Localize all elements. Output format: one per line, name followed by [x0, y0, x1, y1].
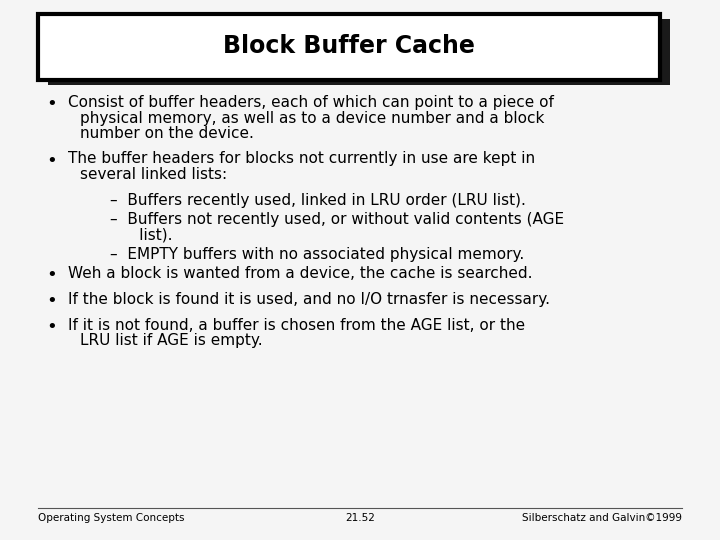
Bar: [48, 19, 670, 85]
Text: –  Buffers not recently used, or without valid contents (AGE: – Buffers not recently used, or without …: [110, 212, 564, 227]
Text: physical memory, as well as to a device number and a block: physical memory, as well as to a device …: [80, 111, 544, 125]
Text: If it is not found, a buffer is chosen from the AGE list, or the: If it is not found, a buffer is chosen f…: [68, 318, 525, 333]
Text: Consist of buffer headers, each of which can point to a piece of: Consist of buffer headers, each of which…: [68, 95, 554, 110]
Text: Operating System Concepts: Operating System Concepts: [38, 513, 184, 523]
Bar: [38, 14, 660, 80]
Text: The buffer headers for blocks not currently in use are kept in: The buffer headers for blocks not curren…: [68, 152, 535, 166]
Text: If the block is found it is used, and no I/O trnasfer is necessary.: If the block is found it is used, and no…: [68, 292, 550, 307]
Text: •: •: [47, 292, 58, 310]
Text: •: •: [47, 95, 58, 113]
Text: several linked lists:: several linked lists:: [80, 167, 227, 182]
Text: –  EMPTY buffers with no associated physical memory.: – EMPTY buffers with no associated physi…: [110, 247, 524, 262]
Text: Block Buffer Cache: Block Buffer Cache: [223, 34, 475, 58]
Text: list).: list).: [110, 227, 173, 242]
Text: –  Buffers recently used, linked in LRU order (LRU list).: – Buffers recently used, linked in LRU o…: [110, 192, 526, 207]
Text: Weh a block is wanted from a device, the cache is searched.: Weh a block is wanted from a device, the…: [68, 267, 533, 281]
Text: •: •: [47, 152, 58, 170]
Text: Silberschatz and Galvin©1999: Silberschatz and Galvin©1999: [522, 513, 682, 523]
Text: LRU list if AGE is empty.: LRU list if AGE is empty.: [80, 333, 263, 348]
Text: 21.52: 21.52: [345, 513, 375, 523]
Text: •: •: [47, 267, 58, 285]
Text: •: •: [47, 318, 58, 335]
Text: number on the device.: number on the device.: [80, 126, 254, 141]
